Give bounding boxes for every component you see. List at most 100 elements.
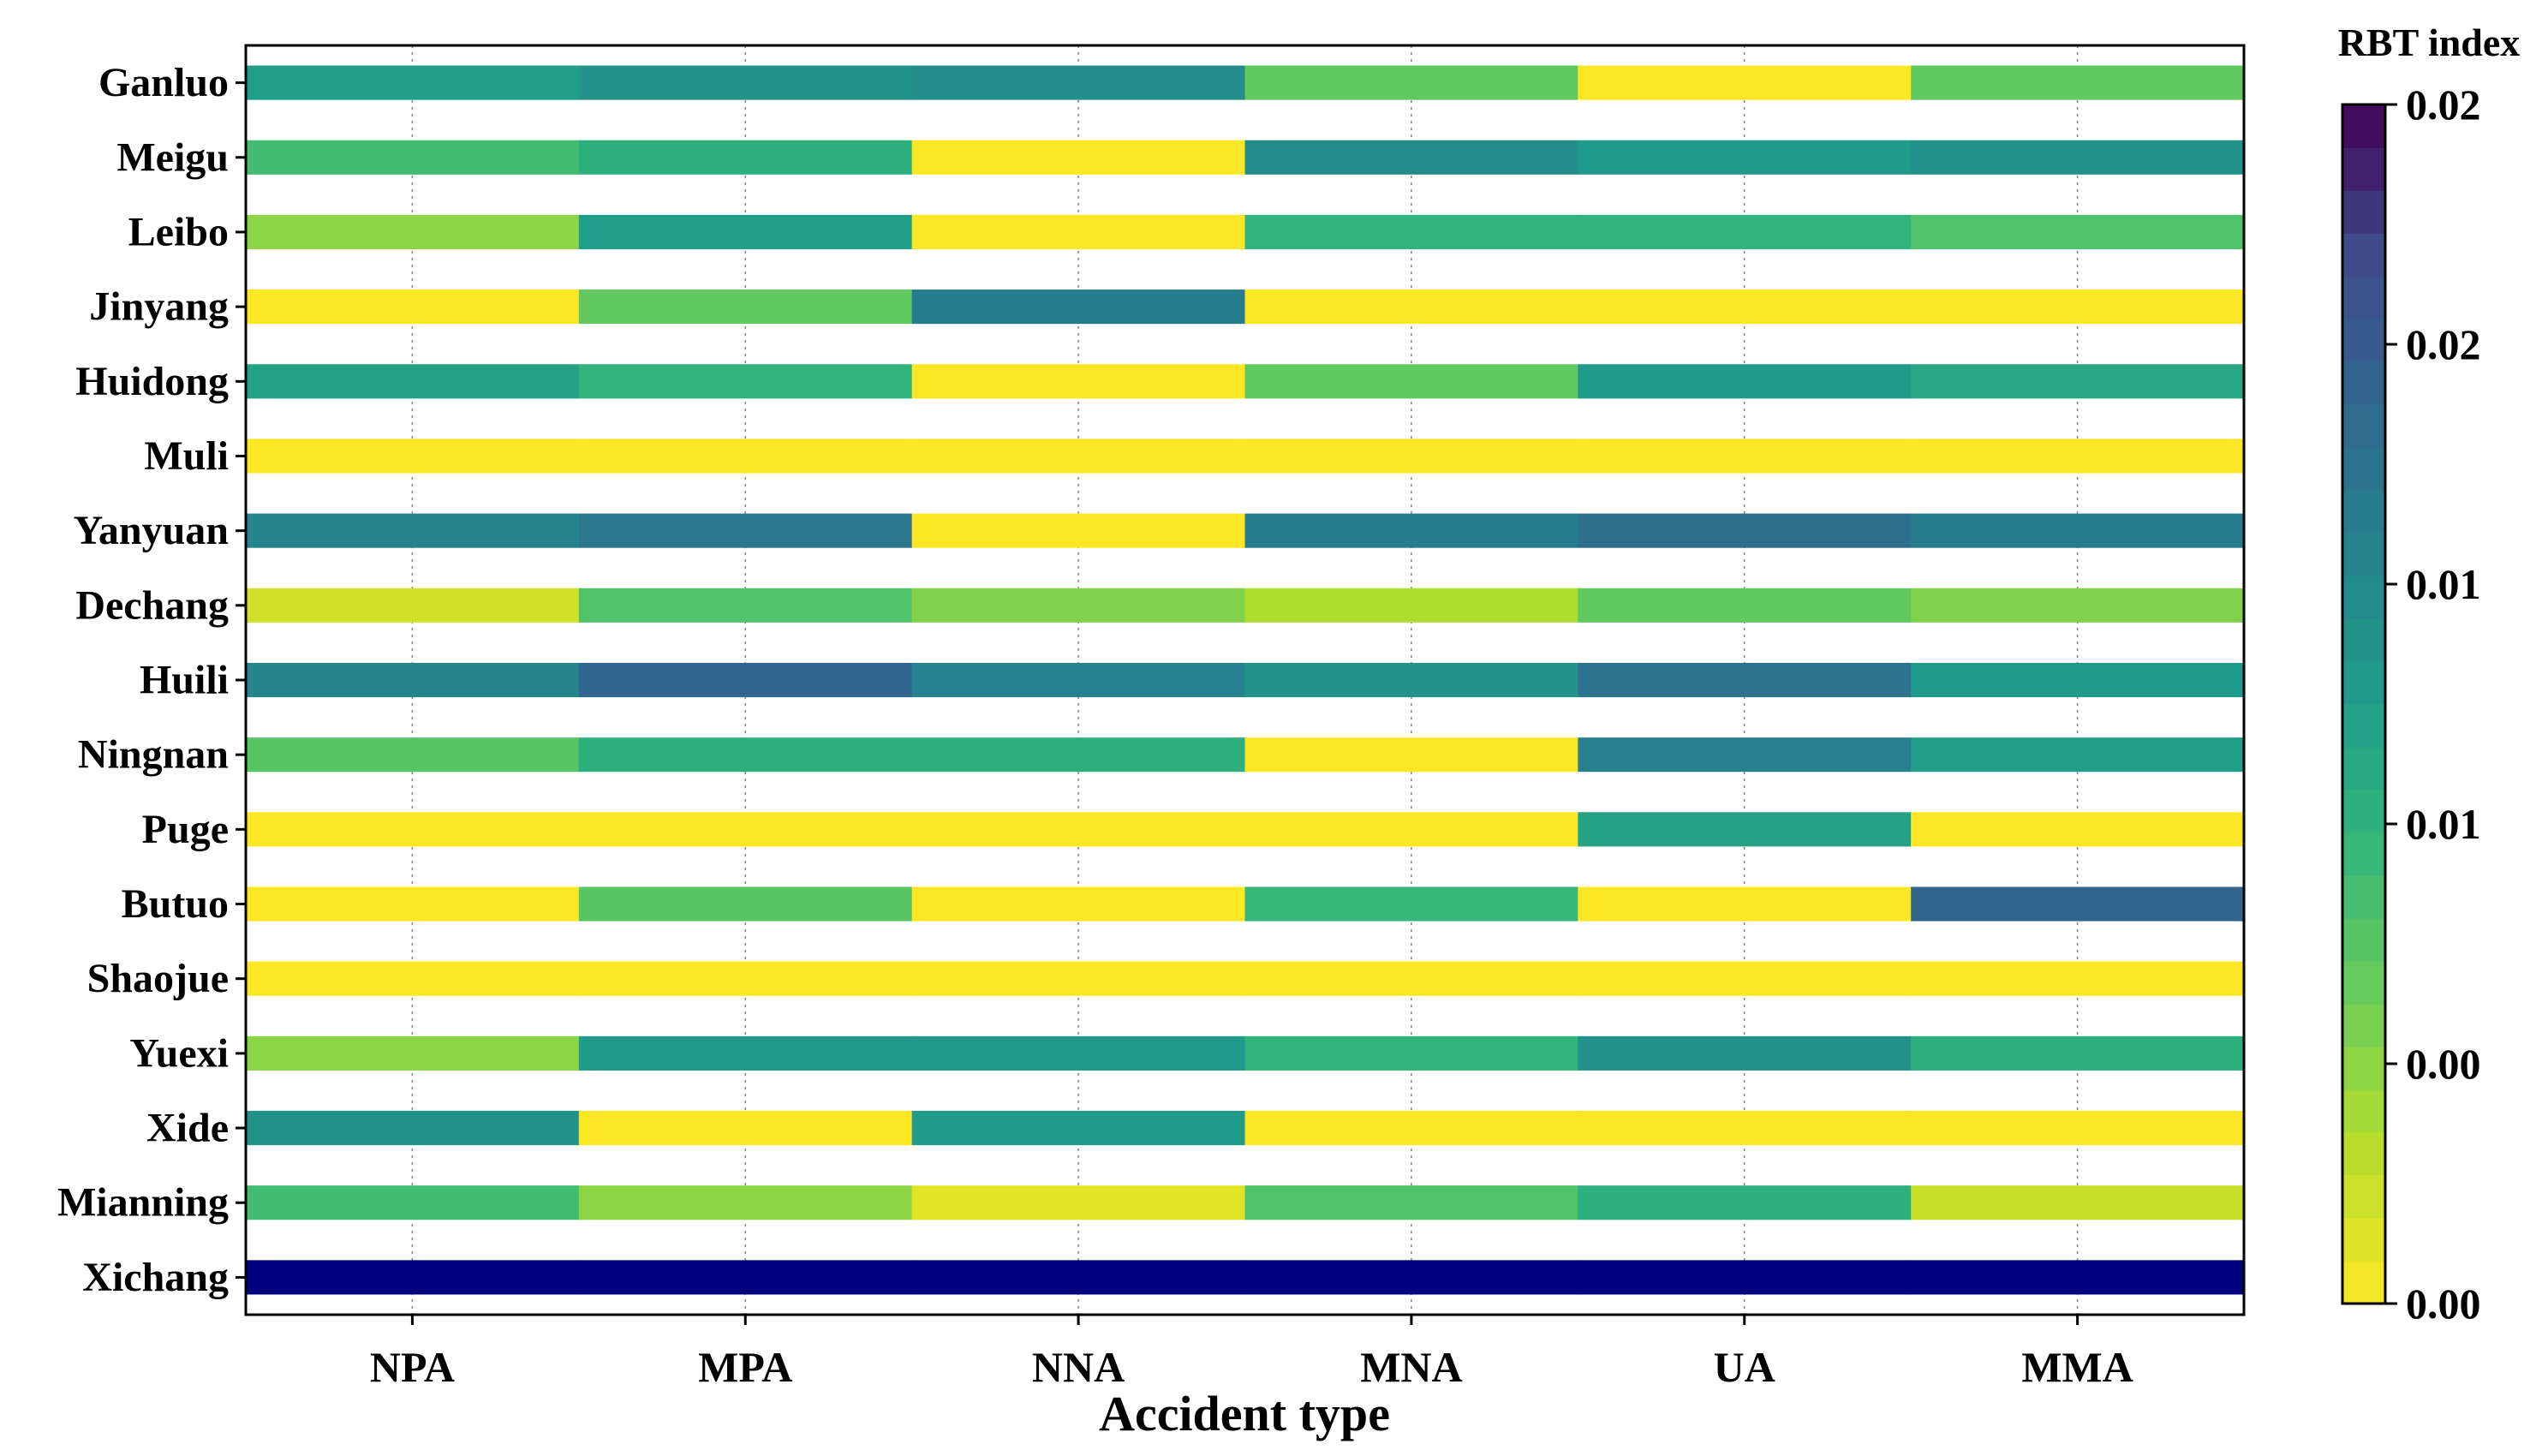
y-tick-label-jinyang: Jinyang (89, 284, 229, 330)
colorbar-segment (2342, 361, 2385, 405)
colorbar-segment (2342, 147, 2385, 191)
y-tick-label-huili: Huili (140, 658, 229, 703)
cell-mianning-npa (246, 1185, 580, 1220)
colorbar-segment (2342, 1004, 2385, 1047)
cell-ganluo-nna (911, 65, 1246, 100)
cell-jinyang-mpa (578, 289, 913, 325)
cell-leibo-mma (1911, 214, 2245, 249)
cell-yanyuan-mpa (578, 513, 913, 548)
cell-dechang-mma (1911, 588, 2245, 623)
cell-jinyang-nna (911, 289, 1246, 325)
cell-xide-mma (1911, 1111, 2245, 1146)
cell-yanyuan-mna (1244, 513, 1578, 548)
cell-huidong-mma (1911, 364, 2245, 399)
heatmap-cells (246, 65, 2245, 1295)
cell-xide-ua (1578, 1111, 1912, 1146)
cell-yanyuan-nna (911, 513, 1246, 548)
colorbar-tick-label: 0.02 (2406, 81, 2481, 128)
cell-ganluo-mna (1244, 65, 1578, 100)
y-tick-label-meigu: Meigu (116, 134, 229, 180)
cell-jinyang-npa (246, 289, 580, 325)
colorbar-segment (2342, 1089, 2385, 1133)
y-tick-label-xide: Xide (146, 1106, 229, 1151)
cell-huili-mpa (578, 662, 913, 698)
colorbar: 0.00 0.00 0.01 0.01 0.02 0.02 (2341, 81, 2481, 1328)
cell-xide-mna (1244, 1111, 1578, 1146)
cell-xide-nna (911, 1111, 1246, 1146)
colorbar-frame (2341, 103, 2387, 1305)
cell-yuexi-mma (1911, 1035, 2245, 1071)
cell-dechang-mna (1244, 588, 1578, 623)
colorbar-segment (2342, 104, 2385, 148)
colorbar-segment (2342, 1047, 2385, 1090)
colorbar-segment (2342, 790, 2385, 833)
cell-muli-mna (1244, 439, 1578, 474)
cell-mianning-ua (1578, 1185, 1912, 1220)
cell-shaojue-mpa (578, 961, 913, 996)
cell-yuexi-ua (1578, 1035, 1912, 1071)
colorbar-segment (2342, 190, 2385, 234)
colorbar-segment (2342, 961, 2385, 1005)
cell-ganluo-mma (1911, 65, 2245, 100)
cell-butuo-mna (1244, 886, 1578, 922)
cell-butuo-mpa (578, 886, 913, 922)
cell-shaojue-ua (1578, 961, 1912, 996)
cell-huidong-mpa (578, 364, 913, 399)
cell-puge-mpa (578, 812, 913, 847)
cell-leibo-nna (911, 214, 1246, 249)
cell-puge-mma (1911, 812, 2245, 847)
cell-butuo-npa (246, 886, 580, 922)
colorbar-segment (2342, 1261, 2385, 1304)
cell-leibo-ua (1578, 214, 1912, 249)
cell-ganluo-ua (1578, 65, 1912, 100)
colorbar-segment (2342, 576, 2385, 619)
cell-meigu-npa (246, 140, 580, 175)
cell-meigu-mna (1244, 140, 1578, 175)
cell-yuexi-mpa (578, 1035, 913, 1071)
cell-muli-ua (1578, 439, 1912, 474)
colorbar-segment (2342, 747, 2385, 791)
colorbar-segment (2342, 875, 2385, 919)
cell-dechang-npa (246, 588, 580, 623)
cell-leibo-mna (1244, 214, 1578, 249)
colorbar-segment (2342, 1132, 2385, 1176)
x-tick-label-mna: MNA (1360, 1343, 1462, 1391)
colorbar-label: RBT index (2338, 21, 2521, 64)
cell-xichang-nna (911, 1260, 1246, 1295)
cell-huili-ua (1578, 662, 1912, 698)
colorbar-segment (2342, 661, 2385, 705)
cell-xichang-mna (1244, 1260, 1578, 1295)
cell-puge-npa (246, 812, 580, 847)
y-tick-label-muli: Muli (144, 433, 229, 479)
cell-huili-nna (911, 662, 1246, 698)
cell-leibo-mpa (578, 214, 913, 249)
cell-meigu-mma (1911, 140, 2245, 175)
cell-xichang-npa (246, 1260, 580, 1295)
y-tick-label-ganluo: Ganluo (98, 60, 229, 105)
colorbar-segment (2342, 533, 2385, 576)
cell-ganluo-npa (246, 65, 580, 100)
cell-puge-ua (1578, 812, 1912, 847)
cell-muli-mpa (578, 439, 913, 474)
x-axis-label: Accident type (1099, 1386, 1390, 1441)
cell-huili-npa (246, 662, 580, 698)
cell-butuo-mma (1911, 886, 2245, 922)
cell-yanyuan-ua (1578, 513, 1912, 548)
colorbar-segment (2342, 233, 2385, 277)
cell-yuexi-npa (246, 1035, 580, 1071)
x-axis: NPA MPA NNA MNA UA MMA (370, 1315, 2133, 1391)
y-tick-label-dechang: Dechang (75, 582, 229, 628)
y-axis: Ganluo Meigu Leibo Jinyang Huidong Muli Yanyua… (57, 60, 246, 1300)
cell-ganluo-mpa (578, 65, 913, 100)
colorbar-tick-label: 0.02 (2406, 320, 2481, 368)
colorbar-tick-label: 0.00 (2406, 1040, 2481, 1088)
cell-yuexi-nna (911, 1035, 1246, 1071)
cell-xide-mpa (578, 1111, 913, 1146)
cell-muli-npa (246, 439, 580, 474)
x-tick-label-mma: MMA (2021, 1343, 2133, 1391)
colorbar-segment (2342, 404, 2385, 448)
y-tick-label-xichang: Xichang (82, 1255, 229, 1300)
y-tick-label-puge: Puge (142, 807, 229, 852)
y-tick-label-ningnan: Ningnan (78, 732, 229, 778)
colorbar-tick-label: 0.01 (2406, 560, 2481, 608)
